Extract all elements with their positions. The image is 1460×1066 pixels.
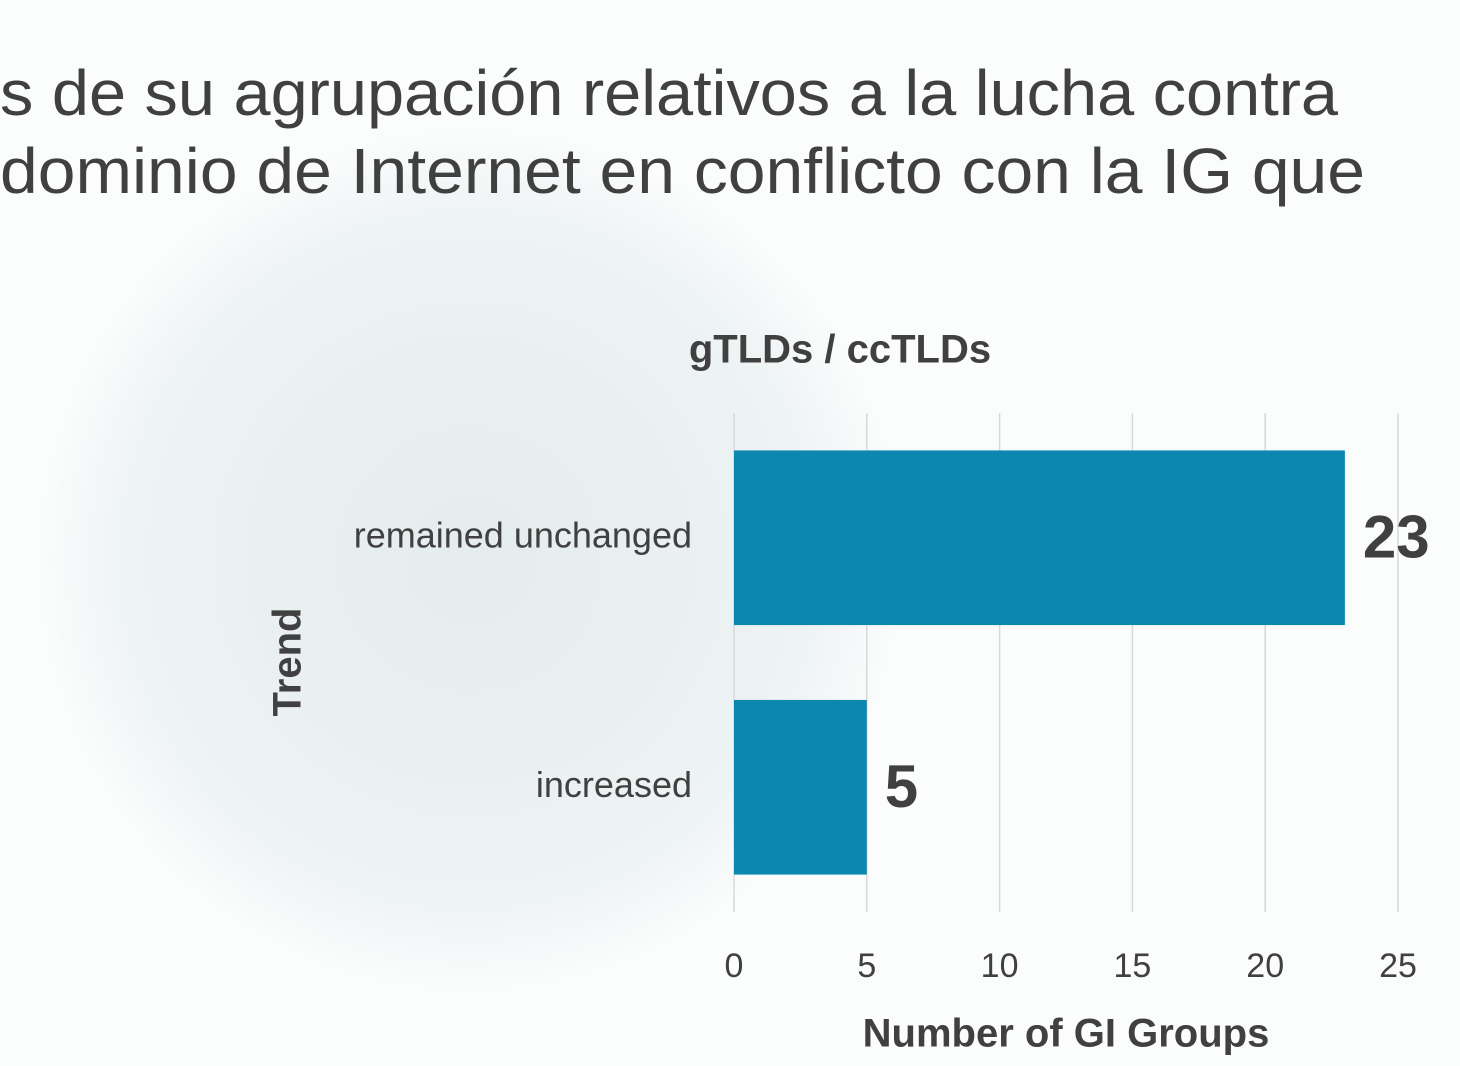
y-axis-label: Trend <box>266 608 310 717</box>
data-label: 23 <box>1363 504 1430 571</box>
chart-title: gTLDs / ccTLDs <box>689 328 991 372</box>
x-tick-label: 5 <box>857 947 876 985</box>
x-tick-label: 25 <box>1379 947 1417 985</box>
bar <box>734 699 867 875</box>
x-tick-label: 20 <box>1246 947 1284 985</box>
x-axis-label: Number of GI Groups <box>863 1012 1270 1056</box>
heading-line: s de su agrupación relativos a la lucha … <box>0 57 1338 129</box>
x-tick-label: 10 <box>981 947 1019 985</box>
data-label: 5 <box>885 753 918 820</box>
bar <box>734 450 1345 626</box>
y-tick-label: remained unchanged <box>354 514 692 555</box>
x-tick-label: 15 <box>1113 947 1151 985</box>
background-globe <box>40 130 900 990</box>
x-tick-label: 0 <box>725 947 744 985</box>
y-tick-label: increased <box>536 764 692 805</box>
heading-line: dominio de Internet en conflicto con la … <box>0 135 1365 207</box>
